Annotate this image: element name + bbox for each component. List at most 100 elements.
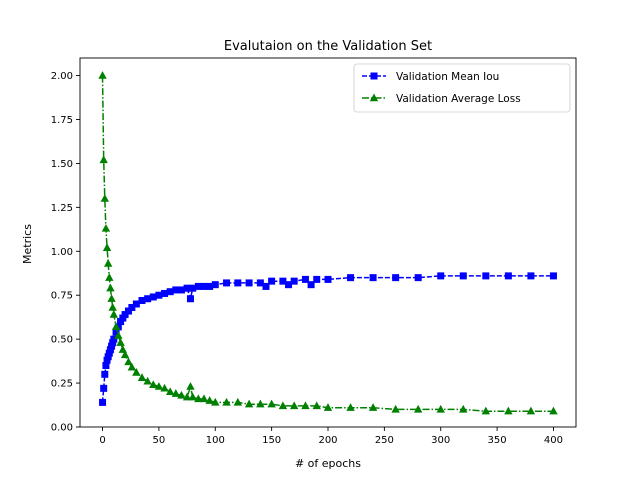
data-point [105, 273, 114, 281]
data-point [114, 331, 123, 339]
legend-entry: Validation Average Loss [362, 93, 521, 105]
data-point [99, 155, 108, 164]
data-point [106, 283, 115, 292]
y-tick-label: 0.75 [51, 291, 73, 302]
data-point [124, 307, 132, 315]
data-point [526, 406, 536, 415]
data-point [160, 383, 169, 392]
data-point [391, 404, 400, 413]
data-point [166, 288, 174, 296]
data-point [171, 389, 181, 397]
data-point [149, 293, 157, 301]
data-point [392, 274, 400, 282]
data-point [127, 362, 137, 371]
data-point [103, 356, 111, 364]
data-point [268, 277, 276, 285]
data-point [504, 272, 512, 280]
legend-label: Validation Mean Iou [396, 71, 499, 83]
y-axis-label: Metrics [21, 224, 34, 264]
data-point [132, 300, 140, 308]
data-point [234, 279, 242, 287]
data-point [233, 397, 243, 406]
data-point [108, 342, 116, 350]
data-point [211, 397, 220, 406]
data-point [128, 304, 136, 312]
data-point [105, 349, 113, 357]
y-tick-label: 2.00 [51, 71, 73, 82]
legend-box [353, 63, 571, 113]
data-point [144, 295, 152, 303]
data-point [109, 310, 119, 318]
data-point [301, 401, 310, 410]
plot-area [98, 71, 558, 415]
x-tick-label: 250 [375, 435, 394, 446]
x-tick-label: 50 [153, 435, 166, 446]
data-point [120, 350, 130, 359]
legend-marker [370, 72, 378, 80]
data-point [177, 390, 186, 399]
data-point [504, 406, 513, 415]
data-point [104, 353, 112, 361]
data-point [549, 272, 557, 280]
data-point [244, 399, 254, 408]
data-point [301, 275, 309, 283]
data-point [245, 279, 253, 287]
y-tick-label: 0.25 [51, 379, 73, 390]
data-point [101, 223, 111, 232]
data-point [172, 286, 180, 294]
data-point [119, 314, 127, 322]
data-point [161, 289, 169, 297]
data-point [482, 272, 490, 280]
data-point [110, 335, 118, 343]
data-point [102, 362, 110, 369]
data-point [103, 259, 113, 267]
data-point [368, 403, 378, 411]
data-point [183, 284, 191, 292]
data-point [313, 275, 321, 283]
y-tick-label: 1.00 [51, 247, 73, 258]
data-point [155, 291, 163, 299]
data-point [205, 396, 214, 404]
data-point [101, 370, 109, 378]
data-point [290, 277, 298, 285]
data-point [413, 404, 423, 413]
data-point [143, 376, 152, 385]
data-point [112, 328, 120, 336]
data-point [116, 338, 125, 346]
data-point [289, 401, 299, 410]
x-tick-label: 0 [99, 435, 105, 446]
data-point [194, 394, 203, 403]
x-tick-label: 150 [262, 435, 281, 446]
y-tick-label: 1.75 [51, 115, 73, 126]
data-point [154, 382, 164, 390]
data-point [165, 387, 175, 396]
data-point [307, 281, 315, 289]
data-point [527, 272, 535, 280]
data-point [256, 399, 265, 408]
data-point [149, 380, 158, 389]
data-point [222, 397, 231, 406]
data-point [414, 274, 422, 282]
data-point [100, 194, 109, 202]
data-point [188, 392, 197, 401]
x-axis-label: # of epochs [295, 457, 361, 470]
data-point [436, 404, 445, 413]
data-point [459, 272, 467, 280]
chart-title: Evalutaion on the Validation Set [224, 39, 432, 54]
data-point [279, 277, 287, 285]
y-tick-label: 0.50 [51, 335, 73, 346]
x-tick-label: 300 [431, 435, 450, 446]
data-point [285, 281, 293, 289]
data-point [137, 373, 147, 381]
data-point [186, 382, 195, 390]
x-tick-label: 400 [544, 435, 563, 446]
axes: 0 50 100 150 200 250 300 350 400 0.00 0.25 0.50 0.75… [51, 57, 577, 446]
legend: Validation Mean Iou Validation Average Lo… [353, 63, 571, 113]
data-point [100, 384, 108, 392]
x-tick-label: 100 [206, 435, 225, 446]
data-point [117, 318, 125, 326]
data-point [132, 368, 141, 376]
data-point [312, 401, 321, 410]
data-point [121, 311, 129, 319]
